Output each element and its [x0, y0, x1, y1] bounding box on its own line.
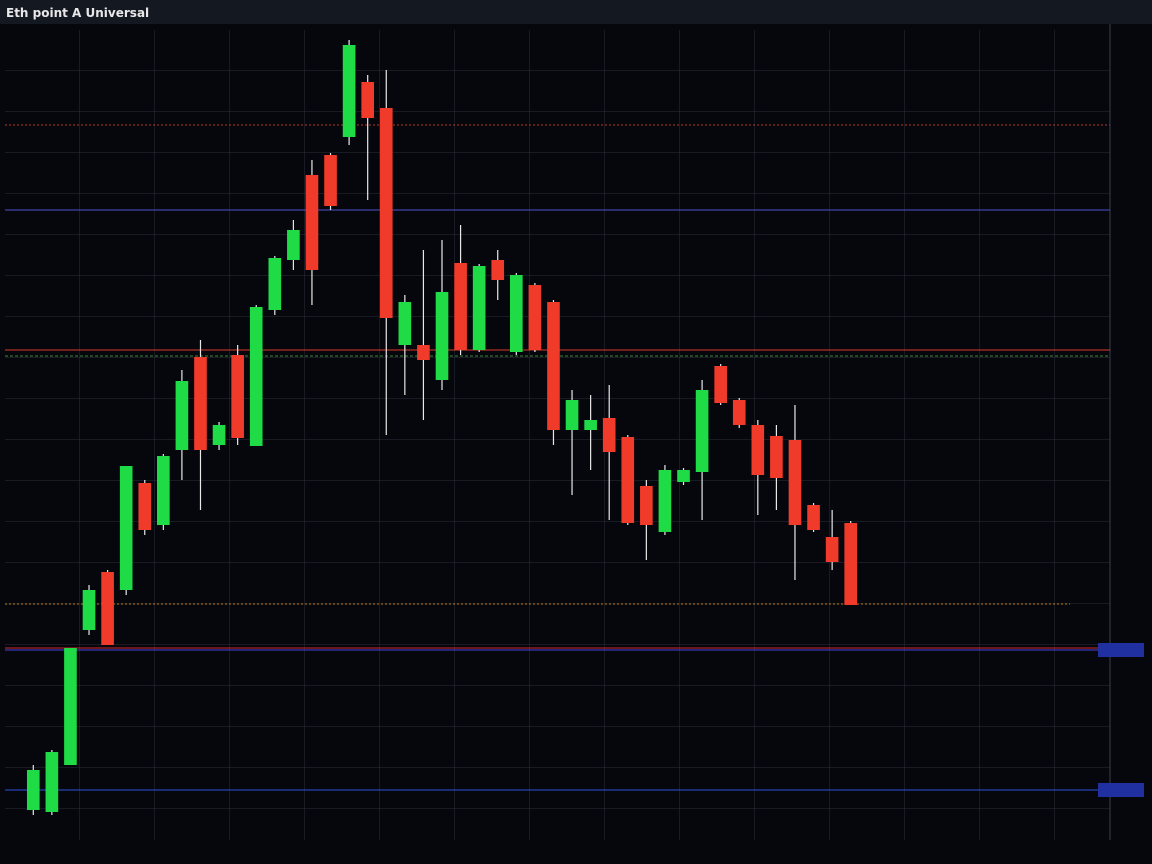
candle-body	[305, 175, 319, 270]
candle-body	[82, 590, 96, 630]
candle-body	[379, 108, 393, 318]
candle-body	[361, 82, 375, 118]
candle-body	[677, 470, 690, 482]
candle-body	[157, 456, 170, 525]
candle-body	[509, 275, 523, 352]
candle-body	[584, 420, 597, 430]
candle-body	[565, 400, 579, 430]
candle-body	[398, 302, 412, 345]
candle-body	[119, 466, 133, 590]
candle-body	[621, 437, 635, 523]
chart-title: Eth point A Universal	[6, 6, 149, 20]
candle-body	[101, 572, 114, 645]
candle-body	[472, 266, 486, 350]
candle-body	[658, 470, 672, 532]
candle-body	[45, 752, 59, 812]
candle-body	[732, 400, 746, 425]
candle-body	[640, 486, 653, 525]
candle-body	[268, 258, 282, 310]
candle-body	[695, 390, 709, 472]
candle-body	[64, 648, 77, 765]
candle-body	[249, 307, 263, 446]
candle-body	[435, 292, 449, 380]
candle-body	[528, 285, 542, 350]
price-tag	[1098, 783, 1144, 797]
candle-body	[417, 345, 430, 360]
candle-body	[788, 440, 802, 525]
candle-body	[212, 425, 226, 445]
grid-pattern	[5, 30, 1110, 840]
candle-body	[825, 537, 839, 562]
top-bar	[0, 0, 1152, 24]
candle-body	[138, 483, 152, 530]
candle-body	[26, 770, 40, 810]
candle-body	[844, 523, 858, 605]
candle-body	[751, 425, 765, 475]
candle-body	[602, 418, 616, 452]
candle-body	[807, 505, 820, 530]
candles	[26, 40, 858, 815]
candle-body	[231, 355, 244, 438]
candle-body	[194, 357, 207, 450]
candle-body	[175, 381, 189, 450]
candle-body	[324, 155, 337, 206]
candle-body	[547, 302, 560, 430]
candle-body	[770, 436, 783, 478]
candle-body	[454, 263, 467, 350]
candle-body	[491, 260, 505, 280]
price-tag	[1098, 643, 1144, 657]
candle-body	[287, 230, 300, 260]
candle-body	[342, 45, 356, 137]
candle-body	[714, 366, 727, 403]
